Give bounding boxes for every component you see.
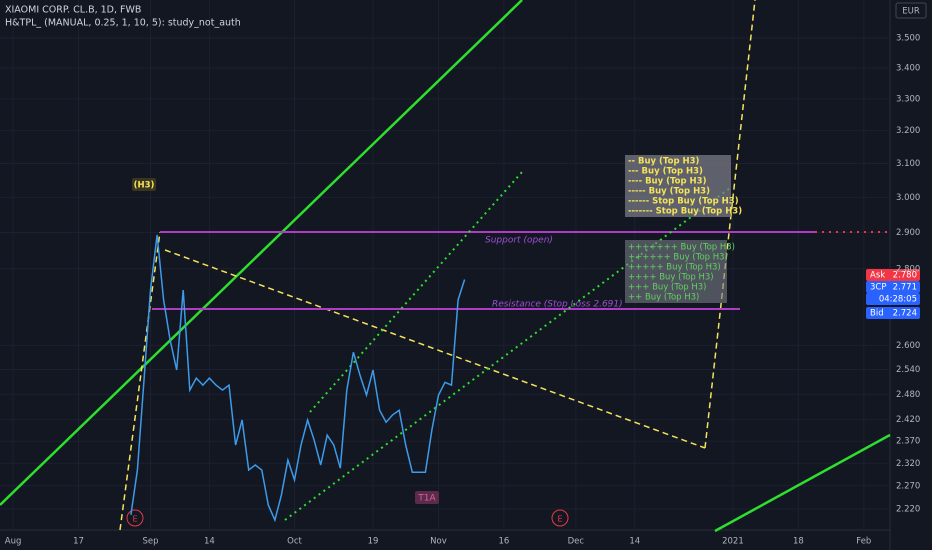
x-tick-label: Aug xyxy=(5,537,22,547)
label-bg xyxy=(415,491,439,504)
x-tick-label: 14 xyxy=(629,537,640,547)
x-tick-label: 18 xyxy=(793,537,804,547)
y-tick-label: 3.100 xyxy=(896,159,920,169)
badge-name: Bid xyxy=(870,309,884,319)
x-tick-label: Sep xyxy=(142,537,158,547)
study-title: H&TPL_ (MANUAL, 0.25, 1, 10, 5): study_n… xyxy=(5,18,241,29)
signal-text: ----- Buy (Top H3) xyxy=(628,187,710,197)
signal-box xyxy=(625,155,731,217)
badge-name: Ask xyxy=(870,271,885,281)
price-line xyxy=(130,234,466,523)
symbol-title: XIAOMI CORP. CL.B, 1D, FWB xyxy=(5,5,141,16)
signal-text: --- Buy (Top H3) xyxy=(628,167,703,177)
x-tick-label: Oct xyxy=(287,537,302,547)
x-tick-label: Feb xyxy=(856,537,871,547)
resistance-label: Resistance (Stop Loss 2.691) xyxy=(492,300,623,310)
y-tick-label: 2.600 xyxy=(896,341,920,351)
signal-text: +++++ Buy (Top H3) xyxy=(628,263,721,273)
signal-text: ++++++ Buy (Top H3) xyxy=(628,253,728,263)
x-tick-label: Dec xyxy=(568,537,585,547)
currency-box[interactable] xyxy=(895,2,927,19)
badge-bg xyxy=(866,307,920,319)
event-marker xyxy=(551,509,569,527)
y-tick-label: 3.300 xyxy=(896,94,920,104)
y-tick-label: 2.800 xyxy=(896,264,920,274)
grid xyxy=(0,0,890,530)
y-tick-label: 2.480 xyxy=(896,390,920,400)
badge-price: 2.771 xyxy=(893,283,917,293)
badge-price: 04:28:05 xyxy=(879,295,917,305)
t1a-label: T1A xyxy=(417,494,436,504)
y-tick-label: 3.200 xyxy=(896,126,920,136)
support-label: Support (open) xyxy=(485,236,553,246)
currency: EUR xyxy=(902,7,920,17)
x-tick-label: Nov xyxy=(430,537,447,547)
x-tick-label: 14 xyxy=(204,537,215,547)
y-tick-label: 2.900 xyxy=(896,228,920,238)
signal-text: ---- Buy (Top H3) xyxy=(628,177,707,187)
badge-bg xyxy=(866,269,920,281)
trend-line xyxy=(0,0,523,506)
signal-box xyxy=(625,240,727,303)
y-tick-label: 2.370 xyxy=(896,437,920,447)
signal-text: +++++++ Buy (Top H3) xyxy=(628,243,735,253)
dotted-channel xyxy=(309,171,523,413)
y-tick-label: 2.220 xyxy=(896,504,920,514)
trend-line xyxy=(714,433,891,533)
box-texts: -- Buy (Top H3)--- Buy (Top H3)---- Buy … xyxy=(628,157,742,303)
signal-text: ++ Buy (Top H3) xyxy=(628,293,699,303)
badge-bg xyxy=(866,293,920,305)
badge-name: 3CP xyxy=(870,283,886,293)
price-badges: Ask 2.780 3CP 2.771 04:28:05 Bid 2.724 xyxy=(866,269,920,319)
event-label: E xyxy=(557,515,562,524)
signal-text: ++++ Buy (Top H3) xyxy=(628,273,714,283)
badge-bg xyxy=(866,281,920,293)
event-marker xyxy=(126,509,144,527)
signal-text: -- Buy (Top H3) xyxy=(628,157,700,167)
x-tick-label: 2021 xyxy=(722,537,744,547)
badge-price: 2.724 xyxy=(893,309,917,319)
y-tick-label: 3.000 xyxy=(896,193,920,203)
y-tick-label: 3.500 xyxy=(896,34,920,44)
dashed-line xyxy=(164,249,706,449)
h3-label: (H3) xyxy=(134,181,155,191)
y-tick-label: 2.320 xyxy=(896,459,920,469)
dashed-line xyxy=(119,231,161,531)
y-tick-label: 3.400 xyxy=(896,63,920,73)
signal-text: ------ Stop Buy (Top H3) xyxy=(628,197,739,207)
signal-text: ------- Stop Buy (Top H3) xyxy=(628,207,742,217)
event-label: E xyxy=(132,515,137,524)
x-tick-label: 17 xyxy=(73,537,84,547)
signal-text: +++ Buy (Top H3) xyxy=(628,283,707,293)
x-tick-label: 16 xyxy=(498,537,509,547)
y-tick-label: 2.420 xyxy=(896,415,920,425)
y-tick-label: 2.540 xyxy=(896,365,920,375)
dashed-line xyxy=(704,0,756,449)
x-tick-label: 19 xyxy=(368,537,379,547)
y-tick-label: 2.270 xyxy=(896,481,920,491)
label-bg xyxy=(132,178,156,191)
badge-price: 2.780 xyxy=(893,271,917,281)
